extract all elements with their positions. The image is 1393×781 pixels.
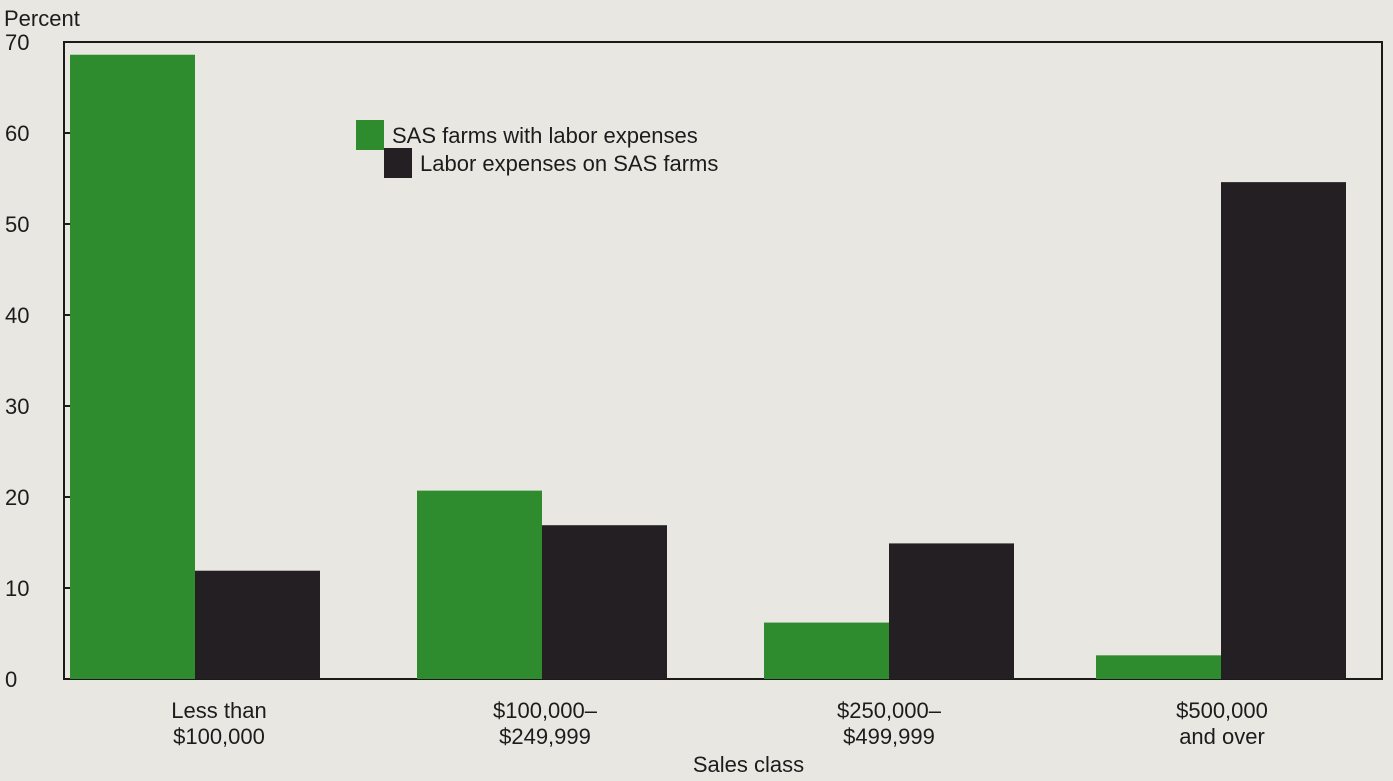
x-tick-label-line: and over — [1179, 724, 1265, 749]
bar-farms-2 — [417, 490, 542, 679]
x-tick-label: Less than $100,000 — [171, 698, 266, 749]
legend-swatch — [356, 120, 384, 150]
y-tick-label: 0 — [5, 667, 17, 692]
y-tick-label: 20 — [5, 485, 29, 510]
bar-farms-4 — [1096, 655, 1221, 679]
x-tick-label-line: $500,000 — [1176, 698, 1268, 723]
bar-labor-3 — [889, 543, 1014, 679]
legend-swatch — [384, 148, 412, 178]
bar-labor-4 — [1221, 182, 1346, 679]
bars — [70, 54, 1346, 680]
x-axis-title: Sales class — [692, 752, 805, 777]
plot-frame — [63, 41, 1383, 680]
bar-labor-2 — [542, 525, 667, 679]
y-axis-title: Percent — [4, 6, 80, 31]
bar-farms-1 — [70, 54, 195, 680]
y-tick-label: 10 — [5, 576, 29, 601]
y-tick-label: 50 — [5, 212, 29, 237]
y-tick-label: 30 — [5, 394, 29, 419]
x-tick-label-line: $499,999 — [843, 724, 935, 749]
x-tick-label-line: $249,999 — [499, 724, 591, 749]
x-tick-label-line: $250,000– — [837, 698, 942, 723]
bar-labor-1 — [195, 570, 320, 679]
y-tick-label: 60 — [5, 121, 29, 146]
legend-label: Labor expenses on SAS farms — [420, 151, 718, 176]
x-tick-label-line: $100,000 — [173, 724, 265, 749]
x-axis: Less than $100,000 $100,000– $249,999 $250,0… — [171, 698, 1268, 749]
x-axis-title-wrap: Sales class — [0, 752, 1393, 778]
x-tick-label-line: Less than — [171, 698, 266, 723]
x-tick-label: $250,000– $499,999 — [837, 698, 942, 749]
x-tick-label: $500,000 and over — [1176, 698, 1268, 749]
legend: SAS farms with labor expenses Labor expen… — [356, 120, 718, 178]
y-tick-label: 70 — [5, 30, 29, 55]
x-tick-label-line: $100,000– — [493, 698, 598, 723]
bar-farms-3 — [764, 622, 889, 679]
y-axis: 0 10 20 30 40 50 60 70 — [5, 30, 74, 692]
y-tick-label: 40 — [5, 303, 29, 328]
legend-label: SAS farms with labor expenses — [392, 123, 698, 148]
x-tick-label: $100,000– $249,999 — [493, 698, 598, 749]
